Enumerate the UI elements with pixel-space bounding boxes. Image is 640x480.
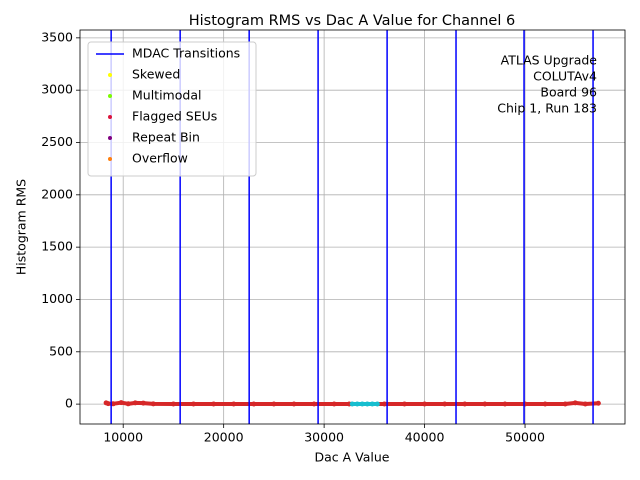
legend-box [87, 41, 257, 177]
x-tick-label: 30000 [304, 430, 344, 445]
data-point [381, 401, 387, 407]
data-point [132, 400, 138, 406]
y-tick-label: 1000 [41, 291, 73, 306]
grid [80, 30, 625, 424]
data-point [140, 400, 146, 406]
data-point [291, 401, 297, 407]
legend-marker [108, 94, 112, 98]
plot-marks [103, 30, 601, 424]
data-point [422, 401, 428, 407]
legend-marker [108, 136, 112, 140]
data-point [125, 401, 131, 407]
data-point [482, 401, 488, 407]
data-point [331, 401, 337, 407]
data-point [105, 401, 111, 407]
annotation-line: Board 96 [540, 85, 597, 100]
legend: MDAC Transitions Skewed Multimodal Flagged … [87, 41, 257, 177]
legend-marker [108, 157, 112, 161]
legend-label: Multimodal [132, 88, 201, 103]
chart-title: Histogram RMS vs Dac A Value for Channel… [189, 13, 515, 29]
legend-marker [108, 115, 112, 119]
annotation-line: COLUTAv4 [533, 69, 597, 84]
data-point [231, 401, 237, 407]
data-point [572, 400, 578, 406]
legend-label: MDAC Transitions [132, 46, 240, 61]
y-tick-label: 1500 [41, 239, 73, 254]
data-point [354, 401, 360, 407]
annotation-line: ATLAS Upgrade [501, 53, 598, 68]
data-point [251, 401, 257, 407]
data-point [170, 401, 176, 407]
data-point [271, 401, 277, 407]
data-point [349, 401, 355, 407]
data-point [311, 401, 317, 407]
axes-frame [79, 29, 626, 425]
data-point [562, 401, 568, 407]
data-point [462, 401, 468, 407]
data-point [442, 401, 448, 407]
data-point [191, 401, 197, 407]
y-tick-label: 3500 [41, 29, 73, 44]
data-point [374, 401, 380, 407]
x-tick-label: 50000 [505, 430, 545, 445]
data-point [359, 401, 365, 407]
data-point [150, 401, 156, 407]
data-point [110, 401, 116, 407]
legend-label: Repeat Bin [132, 130, 200, 145]
annotation-line: Chip 1, Run 183 [497, 101, 597, 116]
data-point [542, 401, 548, 407]
y-tick-label: 500 [49, 343, 73, 358]
data-point [595, 400, 601, 406]
data-point [364, 401, 370, 407]
x-tick-label: 10000 [103, 430, 143, 445]
y-tick-label: 2500 [41, 134, 73, 149]
data-point [582, 401, 588, 407]
y-tick-label: 3000 [41, 82, 73, 97]
y-axis-label: Histogram RMS [14, 179, 29, 275]
data-point [401, 401, 407, 407]
y-tick-label: 0 [65, 396, 73, 411]
x-tick-label: 20000 [204, 430, 244, 445]
data-point [118, 400, 124, 406]
x-tick-label: 40000 [405, 430, 445, 445]
legend-label: Overflow [132, 151, 188, 166]
data-point [369, 401, 375, 407]
legend-marker [108, 73, 112, 77]
x-axis-label: Dac A Value [315, 450, 390, 465]
ticks: 10000 20000 30000 40000 50000 0 500 1000 1500 200… [41, 29, 545, 444]
data-point [211, 401, 217, 407]
data-point [502, 401, 508, 407]
legend-label: Skewed [132, 67, 180, 82]
legend-label: Flagged SEUs [132, 109, 217, 124]
y-tick-label: 2000 [41, 186, 73, 201]
